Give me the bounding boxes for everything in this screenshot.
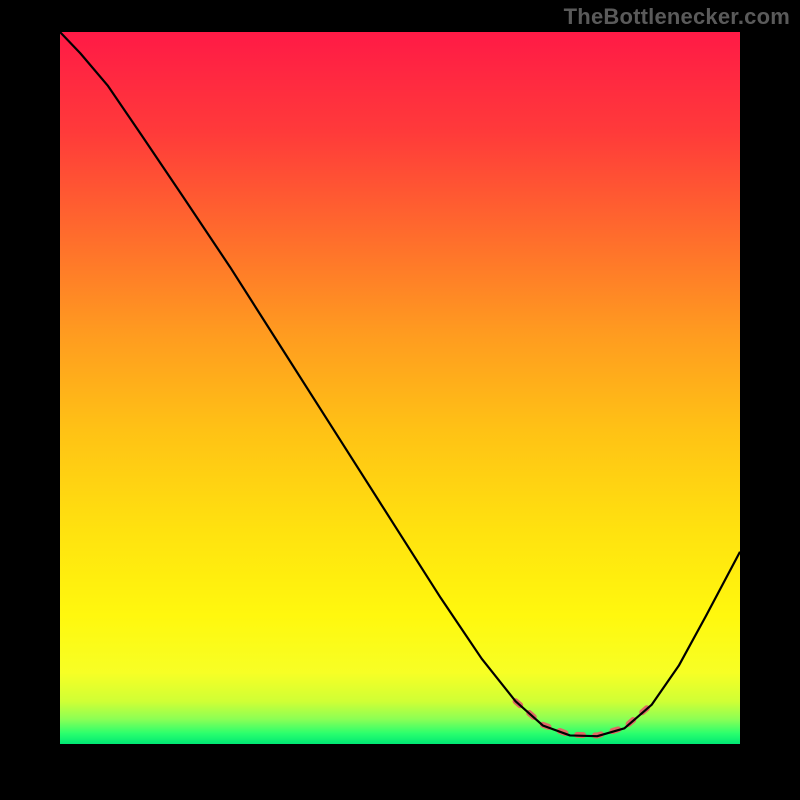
bottleneck-chart-svg — [0, 0, 800, 800]
watermark-text: TheBottlenecker.com — [564, 4, 790, 30]
plot-gradient-background — [60, 32, 740, 744]
chart-stage: TheBottlenecker.com — [0, 0, 800, 800]
